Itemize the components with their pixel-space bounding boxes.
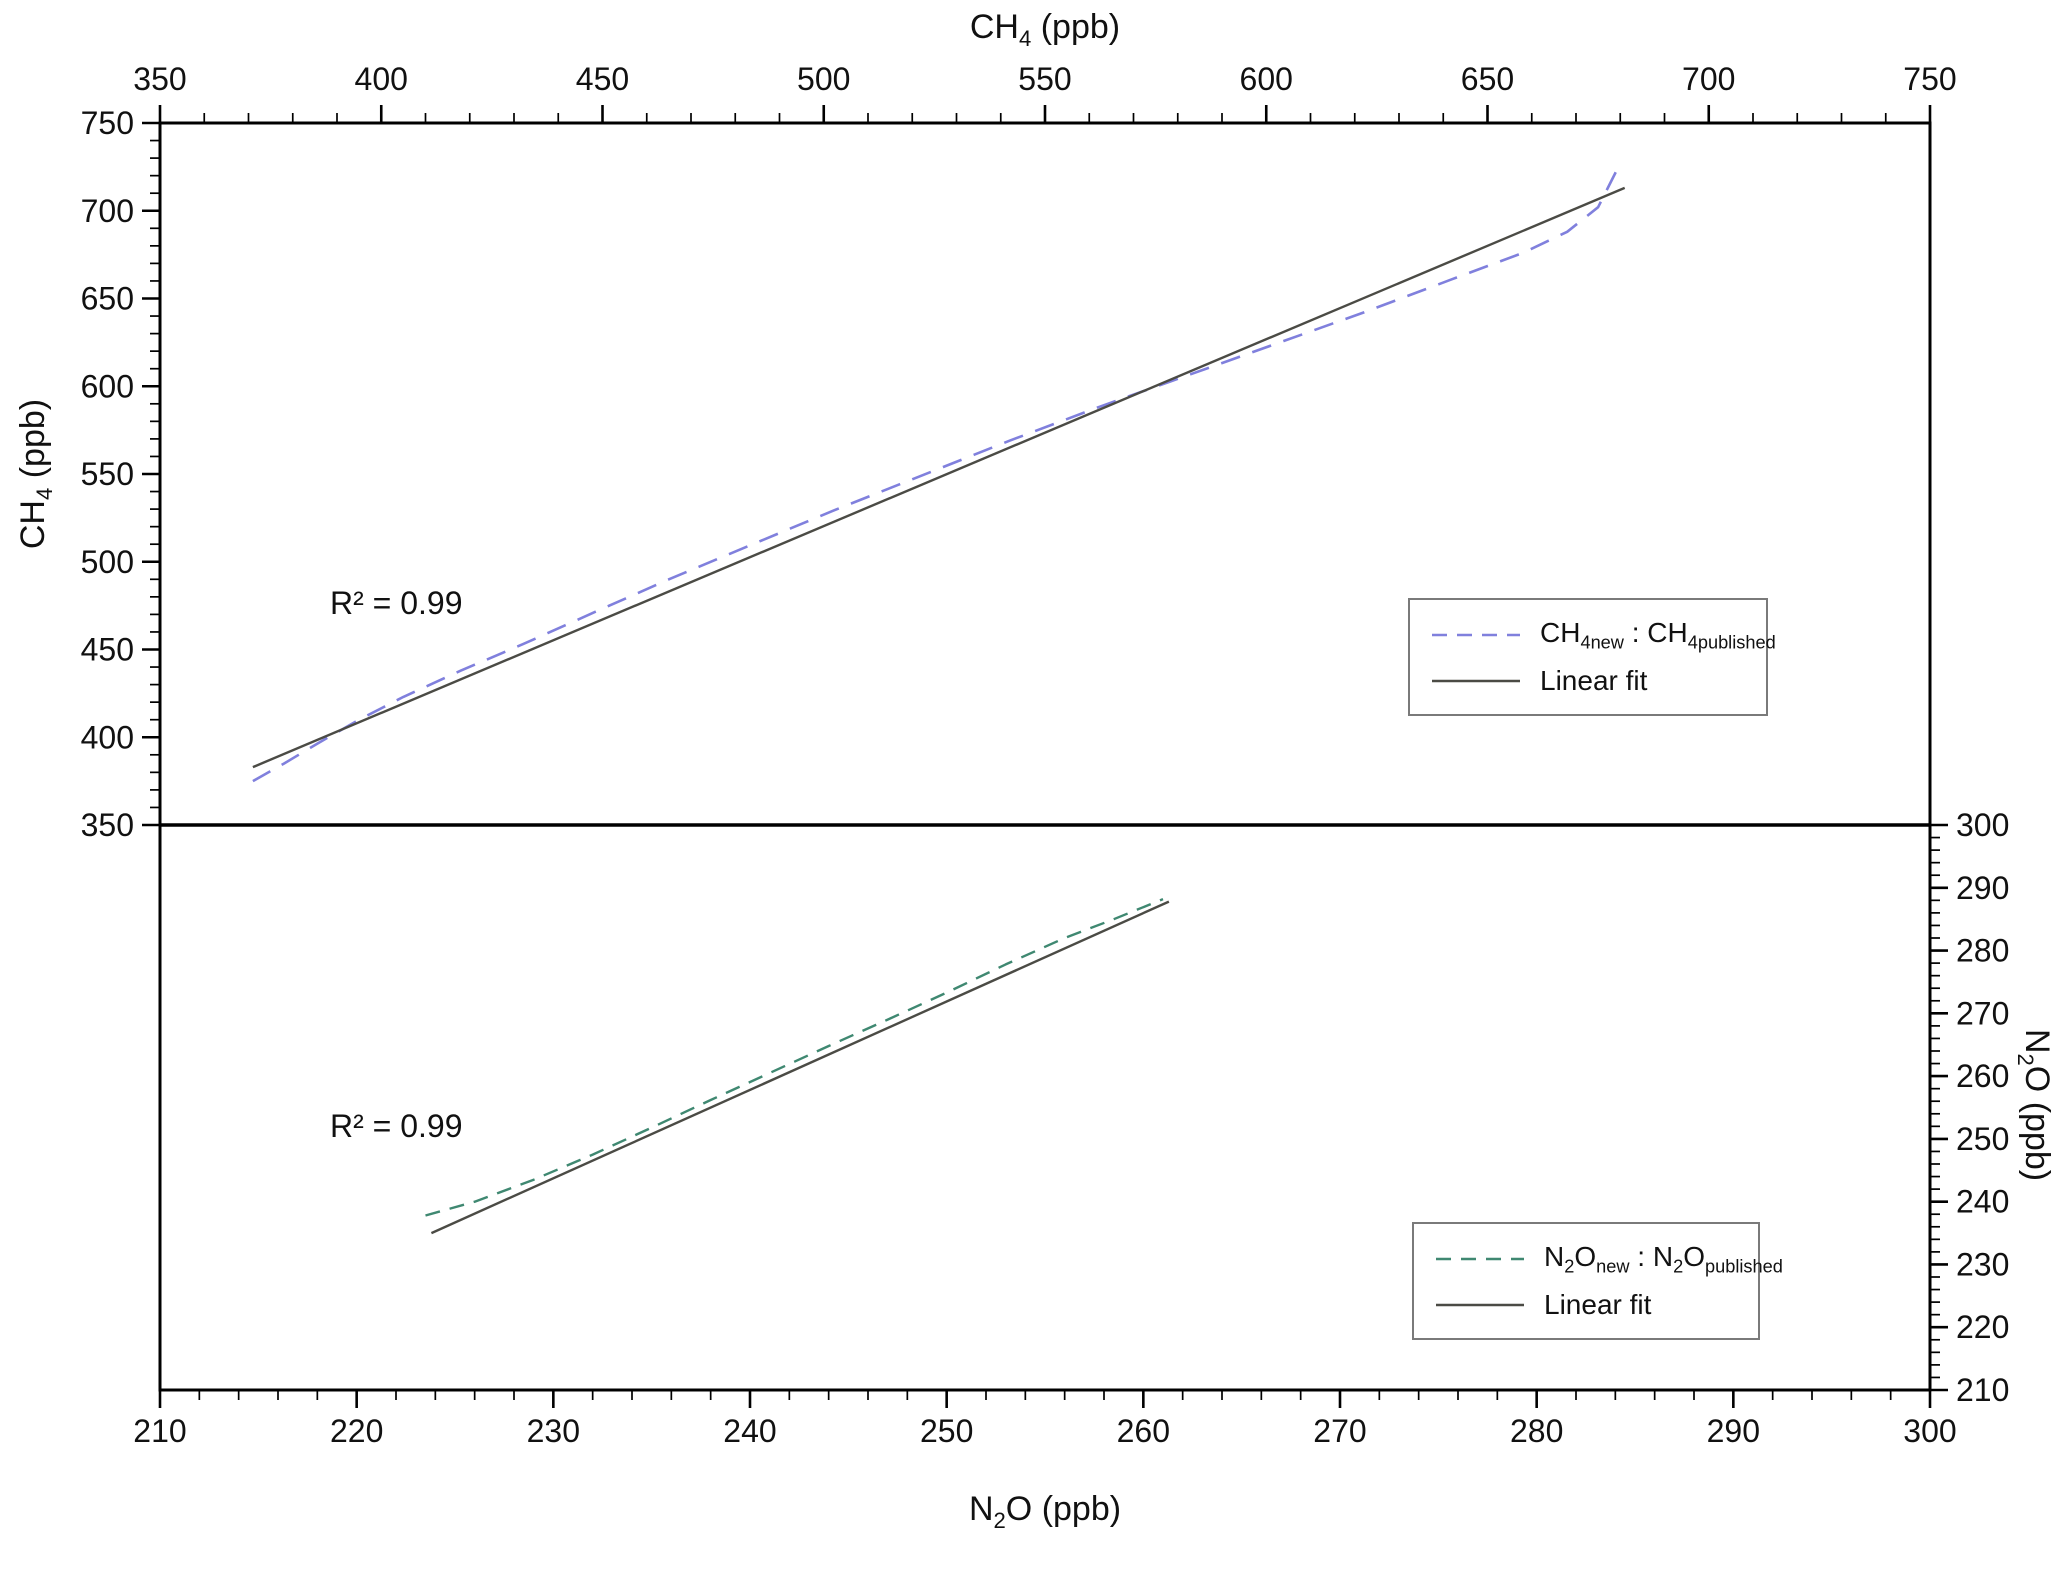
legend-entry: CH4new : CH4published [1430,617,1776,654]
x-tick-label: 450 [576,61,629,97]
x-tick-label: 700 [1682,61,1735,97]
y-tick-label: 220 [1956,1309,2009,1345]
legend-label: N2Onew : N2Opublished [1544,1240,1783,1277]
x-tick-label: 350 [133,61,186,97]
right-axis-title: N2O (ppb) [2013,1028,2056,1182]
series-data-bottom [425,897,1164,1217]
y-tick-label: 290 [1956,870,2009,906]
plot-frame [158,121,1932,1392]
y-tick-label: 700 [81,193,134,229]
y-tick-label: 300 [1956,807,2009,843]
x-tick-label: 250 [920,1413,973,1449]
legend-label: Linear fit [1540,665,1648,697]
y-tick-label: 280 [1956,933,2009,969]
y-tick-label: 600 [81,368,134,404]
legend-entry: Linear fit [1434,1289,1738,1321]
y-tick-label: 210 [1956,1372,2009,1408]
x-tick-label: 210 [133,1413,186,1449]
x-tick-label: 550 [1018,61,1071,97]
r-squared-annotation-top: R² = 0.99 [330,585,463,621]
bottom-axis-title: N2O (ppb) [968,1490,1122,1533]
y-tick-label: 240 [1956,1184,2009,1220]
y-tick-label: 270 [1956,995,2009,1031]
x-tick-label: 300 [1903,1413,1956,1449]
left-axis-title: CH4 (ppb) [14,398,57,550]
y-tick-label: 350 [81,807,134,843]
x-tick-label: 280 [1510,1413,1563,1449]
dashed-line-sample-icon [1434,1254,1526,1264]
y-tick-label: 550 [81,456,134,492]
top-axis-title: CH4 (ppb) [969,8,1121,51]
dashed-line-sample-icon [1430,630,1522,640]
r-squared-annotation-bottom: R² = 0.99 [330,1108,463,1144]
x-tick-label: 400 [355,61,408,97]
x-tick-label: 270 [1313,1413,1366,1449]
legend-entry: Linear fit [1430,665,1746,697]
legend-bottom-panel: N2Onew : N2Opublished Linear fit [1412,1222,1783,1340]
legend-top-panel: CH4new : CH4published Linear fit [1408,598,1776,716]
legend-label: Linear fit [1544,1289,1652,1321]
series-fit-bottom [430,900,1170,1235]
x-tick-label: 220 [330,1413,383,1449]
x-tick-label: 650 [1461,61,1514,97]
x-tick-label: 290 [1707,1413,1760,1449]
x-tick-label: 230 [527,1413,580,1449]
y-tick-label: 650 [81,281,134,317]
legend-entry: N2Onew : N2Opublished [1434,1241,1783,1278]
solid-line-sample-icon [1430,676,1522,686]
series-fit-top [252,186,1626,769]
y-tick-label: 400 [81,719,134,755]
y-tick-label: 500 [81,544,134,580]
x-tick-label: 240 [723,1413,776,1449]
x-tick-label: 500 [797,61,850,97]
solid-line-sample-icon [1434,1300,1526,1310]
x-tick-label: 600 [1240,61,1293,97]
y-tick-label: 450 [81,632,134,668]
legend-label: CH4new : CH4published [1540,616,1776,653]
y-tick-label: 750 [81,105,134,141]
x-tick-label: 750 [1903,61,1956,97]
y-tick-label: 230 [1956,1246,2009,1282]
x-tick-label: 260 [1117,1413,1170,1449]
y-tick-label: 250 [1956,1121,2009,1157]
series-data-top [252,171,1617,783]
y-tick-label: 260 [1956,1058,2009,1094]
